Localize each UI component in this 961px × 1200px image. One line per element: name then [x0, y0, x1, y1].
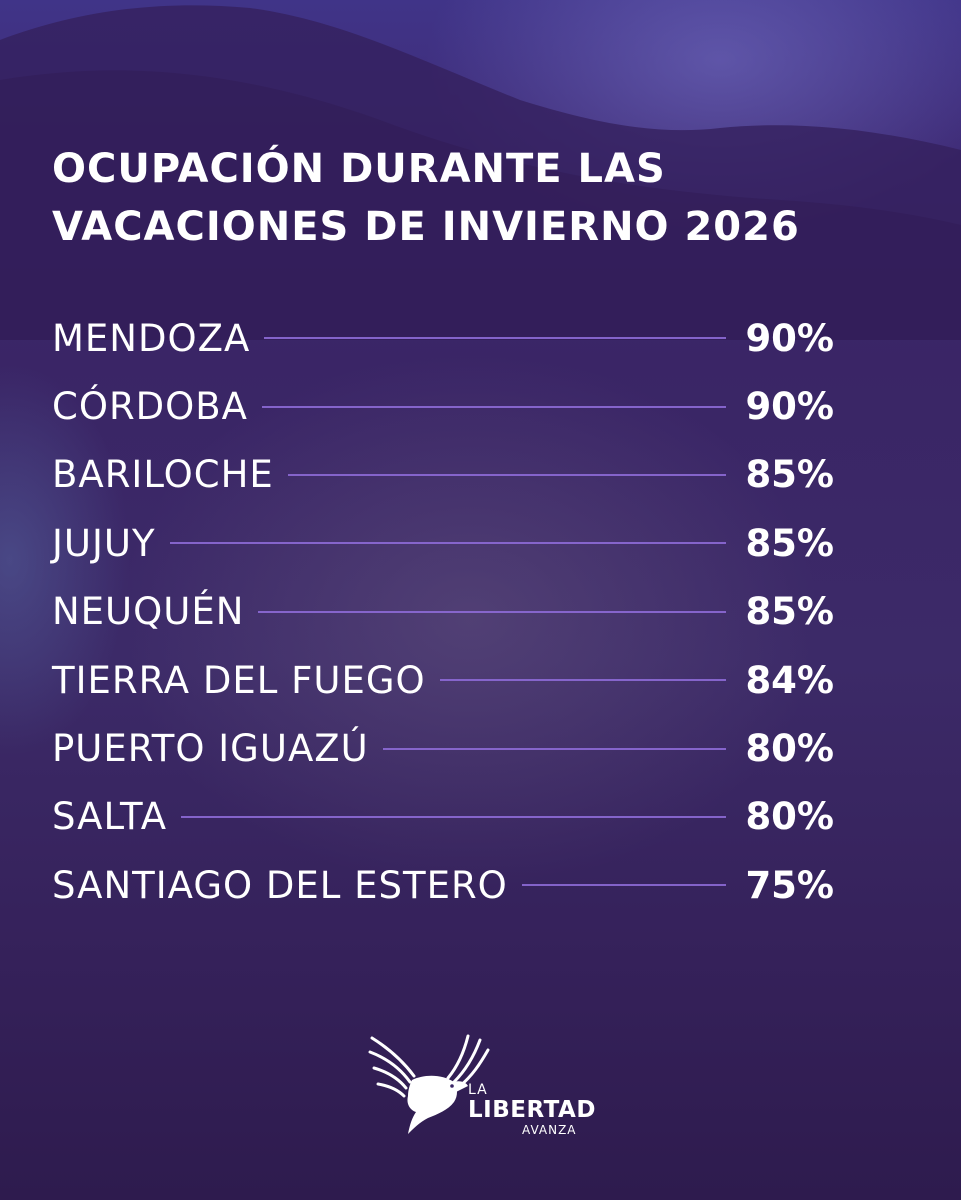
title-line-1: OCUPACIÓN DURANTE LAS	[52, 146, 666, 192]
leader-line	[181, 815, 726, 818]
destination-name: NEUQUÉN	[52, 590, 245, 634]
destination-name: TIERRA DEL FUEGO	[52, 658, 426, 702]
party-logo: LA LIBERTAD AVANZA	[368, 1030, 598, 1140]
list-item: MENDOZA 90%	[52, 304, 834, 372]
list-item: JUJUY 85%	[52, 509, 834, 577]
list-item: NEUQUÉN 85%	[52, 578, 834, 646]
logo-line-3: AVANZA	[522, 1123, 577, 1137]
occupancy-value: 90%	[745, 316, 834, 360]
destination-name: SALTA	[52, 795, 168, 839]
leader-line	[264, 337, 726, 340]
occupancy-list: MENDOZA 90% CÓRDOBA 90% BARILOCHE 85% JU…	[52, 304, 834, 920]
leader-line	[287, 473, 726, 476]
occupancy-value: 85%	[745, 521, 834, 565]
destination-name: CÓRDOBA	[52, 385, 248, 429]
occupancy-value: 80%	[745, 727, 834, 771]
destination-name: BARILOCHE	[52, 453, 274, 497]
list-item: CÓRDOBA 90%	[52, 372, 834, 440]
list-item: TIERRA DEL FUEGO 84%	[52, 646, 834, 714]
leader-line	[439, 679, 726, 682]
list-item: SALTA 80%	[52, 783, 834, 851]
leader-line	[521, 884, 726, 887]
eagle-icon	[368, 1034, 490, 1134]
logo-line-1: LA	[468, 1082, 488, 1098]
leader-line	[382, 747, 726, 750]
list-item: PUERTO IGUAZÚ 80%	[52, 714, 834, 782]
list-item: SANTIAGO DEL ESTERO 75%	[52, 851, 834, 919]
leader-line	[169, 542, 726, 545]
page-title: OCUPACIÓN DURANTE LAS VACACIONES DE INVI…	[52, 140, 912, 256]
occupancy-value: 85%	[745, 453, 834, 497]
mountain-silhouette	[0, 5, 961, 340]
destination-name: SANTIAGO DEL ESTERO	[52, 863, 508, 907]
leader-line	[258, 610, 726, 613]
leader-line	[261, 405, 726, 408]
list-item: BARILOCHE 85%	[52, 441, 834, 509]
occupancy-value: 84%	[745, 658, 834, 702]
destination-name: PUERTO IGUAZÚ	[52, 727, 369, 771]
occupancy-value: 80%	[745, 795, 834, 839]
destination-name: JUJUY	[52, 521, 156, 565]
title-line-2: VACACIONES DE INVIERNO 2026	[52, 204, 800, 250]
occupancy-value: 85%	[745, 590, 834, 634]
destination-name: MENDOZA	[52, 316, 251, 360]
occupancy-value: 90%	[745, 385, 834, 429]
logo-line-2: LIBERTAD	[468, 1097, 596, 1123]
occupancy-value: 75%	[745, 863, 834, 907]
